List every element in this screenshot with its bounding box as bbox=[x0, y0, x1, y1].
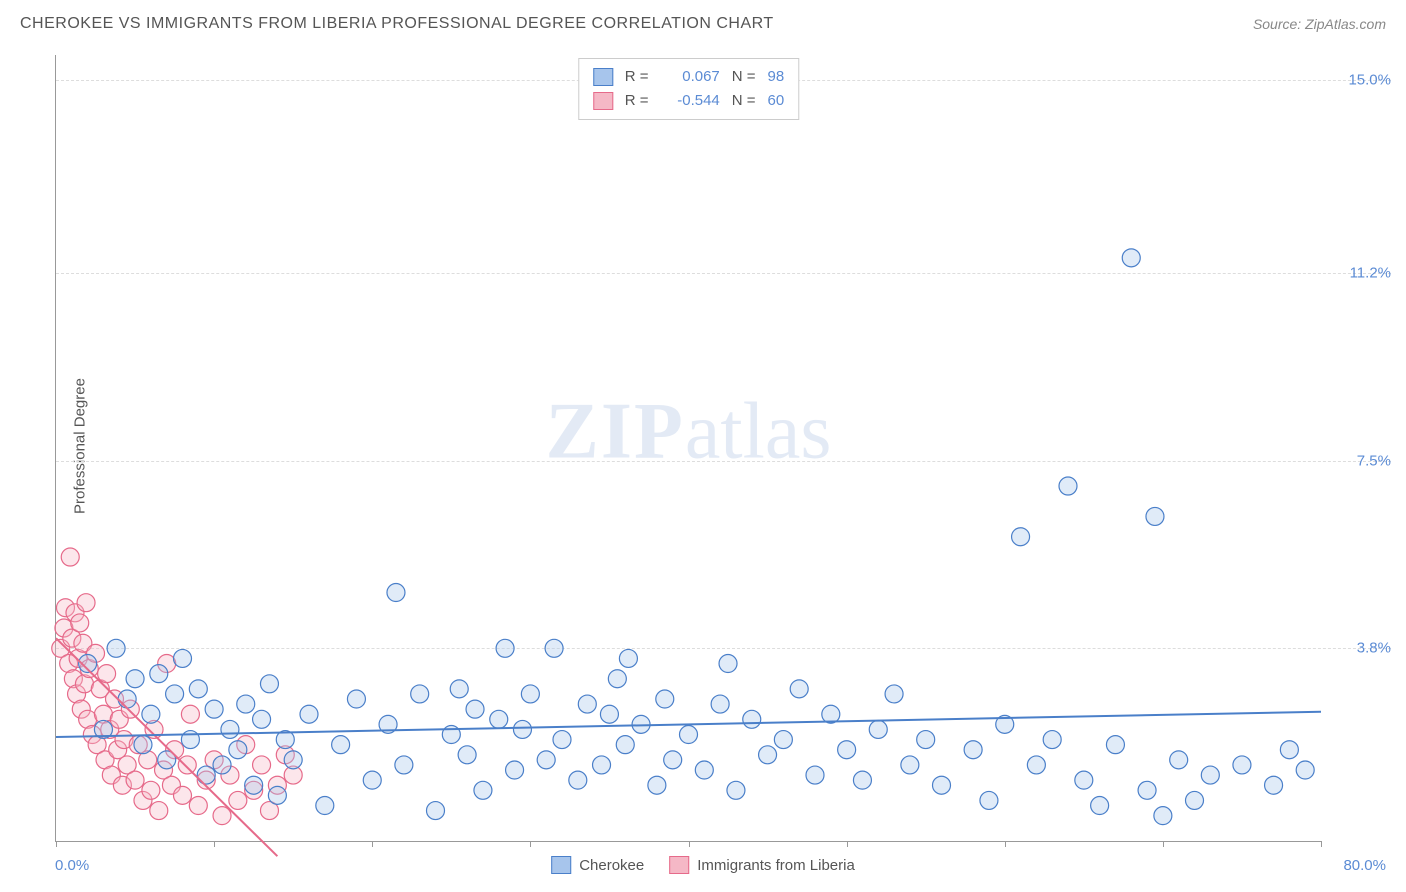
r-label: R = bbox=[625, 89, 653, 113]
n-value-a: 98 bbox=[768, 65, 785, 89]
legend-row-series-b: R = -0.544 N = 60 bbox=[593, 89, 784, 113]
series-b-name: Immigrants from Liberia bbox=[697, 857, 855, 874]
swatch-series-b bbox=[669, 856, 689, 874]
legend-item-series-a: Cherokee bbox=[551, 856, 644, 874]
chart-title: CHEROKEE VS IMMIGRANTS FROM LIBERIA PROF… bbox=[20, 15, 774, 33]
legend-item-series-b: Immigrants from Liberia bbox=[669, 856, 855, 874]
source-attribution: Source: ZipAtlas.com bbox=[1253, 16, 1386, 32]
chart-plot-area: ZIPatlas R = 0.067 N = 98 R = -0.544 N =… bbox=[55, 55, 1321, 842]
x-axis-min-label: 0.0% bbox=[55, 857, 89, 874]
series-a-name: Cherokee bbox=[579, 857, 644, 874]
r-value-b: -0.544 bbox=[665, 89, 720, 113]
scatter-plot-svg bbox=[56, 55, 1321, 841]
r-label: R = bbox=[625, 65, 653, 89]
r-value-a: 0.067 bbox=[665, 65, 720, 89]
legend-row-series-a: R = 0.067 N = 98 bbox=[593, 65, 784, 89]
correlation-legend: R = 0.067 N = 98 R = -0.544 N = 60 bbox=[578, 58, 799, 120]
x-axis-max-label: 80.0% bbox=[1343, 857, 1386, 874]
swatch-series-a bbox=[593, 68, 613, 86]
series-legend: Cherokee Immigrants from Liberia bbox=[551, 856, 855, 874]
swatch-series-b bbox=[593, 92, 613, 110]
n-label: N = bbox=[732, 89, 756, 113]
n-value-b: 60 bbox=[768, 89, 785, 113]
swatch-series-a bbox=[551, 856, 571, 874]
n-label: N = bbox=[732, 65, 756, 89]
